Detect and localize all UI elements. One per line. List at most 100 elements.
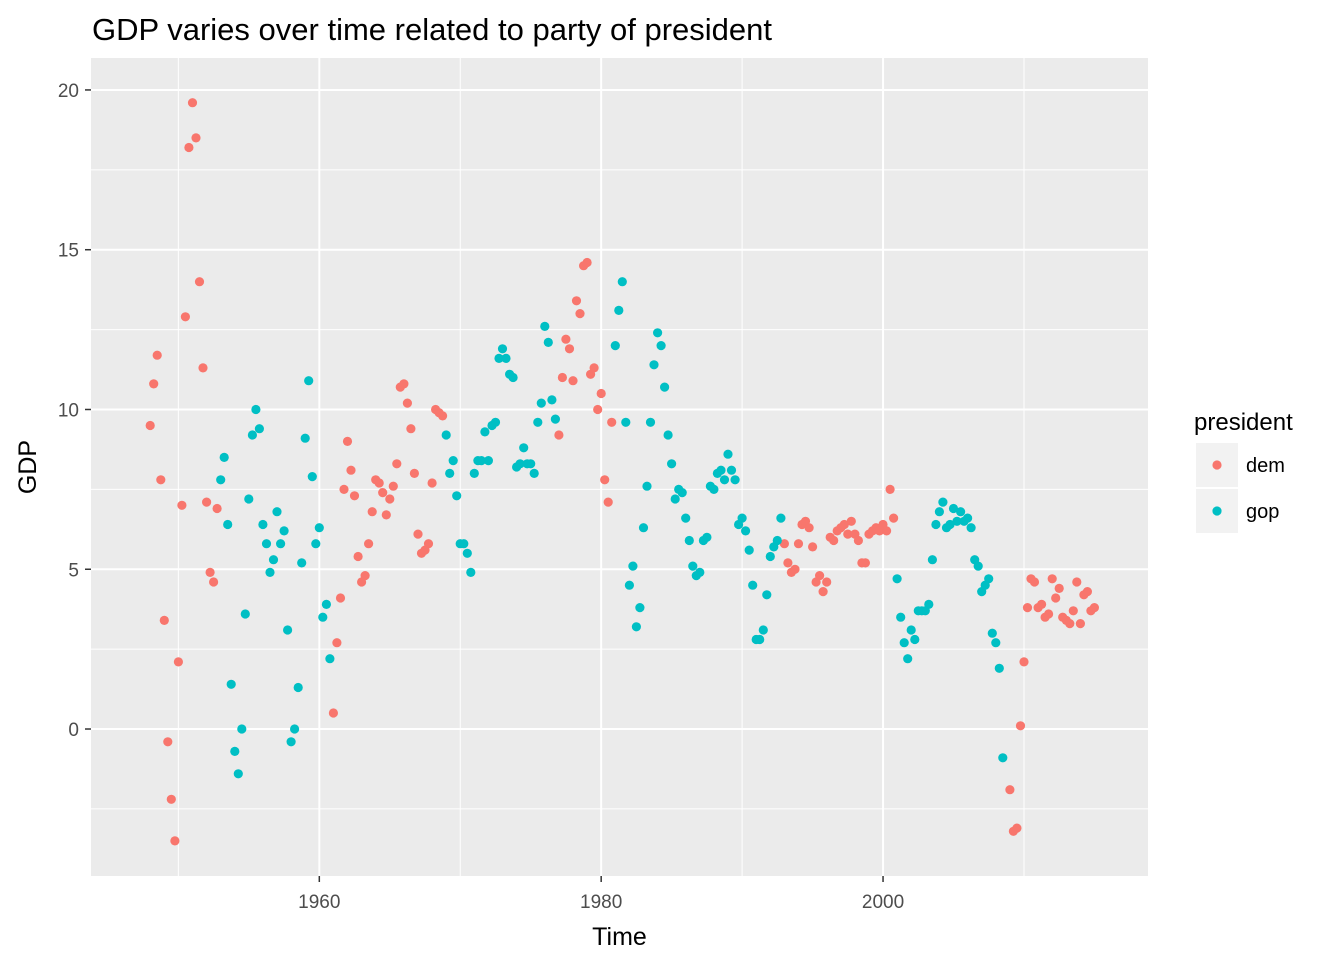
gop-point xyxy=(483,456,493,466)
dem-point xyxy=(783,558,793,568)
dem-point xyxy=(818,587,828,597)
gop-point xyxy=(540,321,550,331)
gop-point xyxy=(515,459,525,469)
dem-point xyxy=(882,526,892,536)
dem-point xyxy=(163,737,173,747)
dem-point xyxy=(1022,603,1033,613)
gop-point xyxy=(233,769,243,779)
gop-point xyxy=(984,574,994,584)
dem-point xyxy=(593,404,603,415)
dem-point xyxy=(1082,587,1092,597)
x-tick-labels: 1960 1980 2000 xyxy=(298,892,904,913)
dem-point xyxy=(853,535,864,546)
dem-point xyxy=(860,558,871,568)
dem-point xyxy=(561,334,571,344)
y-axis-title: GDP xyxy=(14,440,42,494)
minor-gridlines xyxy=(91,58,1148,876)
dem-point xyxy=(402,398,412,408)
gop-point xyxy=(533,417,543,427)
gop-point xyxy=(892,574,902,584)
dem-point xyxy=(846,516,856,526)
dem-point xyxy=(187,98,198,108)
gop-point xyxy=(702,532,712,542)
dem-point xyxy=(156,475,166,485)
dem-point xyxy=(1075,619,1085,629)
gop-point xyxy=(476,456,486,466)
x-tick-label: 1980 xyxy=(580,892,622,913)
dem-point xyxy=(1015,721,1026,731)
y-tick-label: 20 xyxy=(58,81,79,102)
gop-point xyxy=(610,341,620,351)
dem-point xyxy=(353,551,363,562)
gop-point xyxy=(237,724,247,734)
gop-point xyxy=(635,603,645,613)
dem-point xyxy=(822,577,832,587)
dem-point xyxy=(438,411,448,421)
dem-point xyxy=(1065,619,1075,629)
gop-point xyxy=(987,628,997,638)
dem-point xyxy=(423,539,434,549)
dem-point xyxy=(1054,583,1064,594)
dem-point xyxy=(374,478,384,488)
dem-point xyxy=(885,484,895,494)
gop-point xyxy=(497,344,508,354)
dem-point xyxy=(790,564,800,574)
gop-point xyxy=(744,545,754,555)
y-tick-label: 15 xyxy=(58,241,79,262)
gop-point xyxy=(956,507,966,517)
dem-point xyxy=(409,468,419,478)
dem-point xyxy=(815,571,825,581)
legend-swatch xyxy=(1212,460,1222,470)
gop-point xyxy=(938,497,948,507)
dem-point xyxy=(793,539,804,549)
gop-point xyxy=(230,746,240,757)
gop-point xyxy=(543,337,553,347)
gop-point xyxy=(649,360,659,370)
gop-point xyxy=(526,459,536,469)
gop-point xyxy=(519,443,529,453)
gop-point xyxy=(758,625,768,635)
dem-point xyxy=(385,494,395,504)
gop-point xyxy=(276,539,286,549)
gop-point xyxy=(765,551,775,562)
dem-point xyxy=(829,535,839,546)
gop-point xyxy=(459,539,469,549)
gop-point xyxy=(716,465,726,475)
gop-point xyxy=(321,599,331,610)
gop-point xyxy=(258,519,268,530)
dem-point xyxy=(399,379,409,389)
dem-point xyxy=(839,519,849,530)
data-points xyxy=(145,98,1099,846)
dem-point xyxy=(191,133,201,143)
gop-point xyxy=(737,513,747,523)
gop-point xyxy=(452,491,462,501)
dem-point xyxy=(212,503,222,514)
gop-point xyxy=(226,679,236,689)
dem-point xyxy=(557,372,568,383)
gop-point xyxy=(286,737,296,747)
gop-point xyxy=(688,561,698,571)
gop-point xyxy=(903,654,913,664)
dem-point xyxy=(170,836,180,846)
gop-point xyxy=(304,376,314,386)
gop-point xyxy=(268,555,279,565)
gop-point xyxy=(216,475,226,485)
legend-title: president xyxy=(1194,409,1293,436)
gop-point xyxy=(244,494,254,504)
gop-point xyxy=(448,456,458,466)
dem-point xyxy=(564,344,575,354)
dem-point xyxy=(177,500,187,510)
gop-point xyxy=(934,507,945,517)
dem-point xyxy=(406,424,416,434)
dem-point xyxy=(335,593,346,603)
gop-point xyxy=(297,558,307,568)
gop-point xyxy=(445,468,455,478)
gop-point xyxy=(677,488,687,498)
gop-point xyxy=(910,634,920,645)
dem-point xyxy=(804,523,814,533)
gop-point xyxy=(963,513,973,523)
legend-swatch xyxy=(1212,506,1222,516)
gop-point xyxy=(254,424,264,434)
dem-point xyxy=(600,475,610,485)
gop-point xyxy=(748,580,758,590)
